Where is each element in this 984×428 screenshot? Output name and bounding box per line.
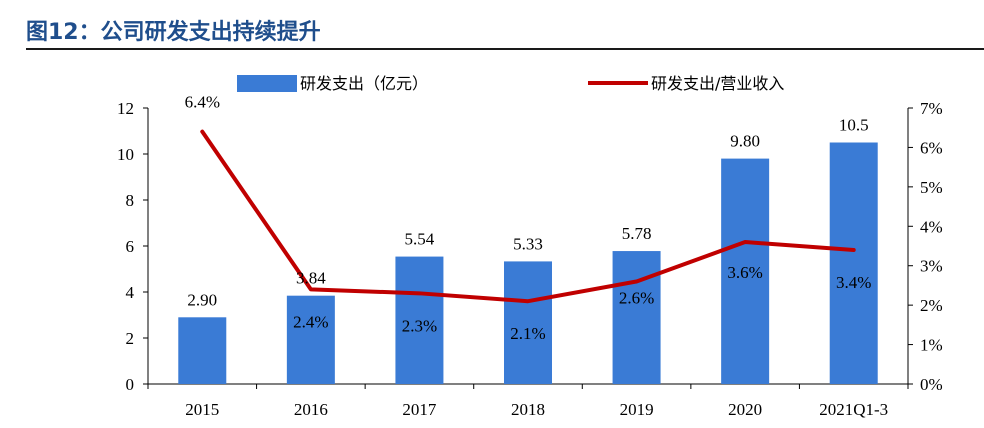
line-series: [200, 129, 856, 304]
x-tick-label: 2015: [185, 400, 219, 419]
y-right-tick-label: 5%: [920, 178, 943, 197]
bar: [178, 317, 227, 384]
bar: [612, 251, 661, 384]
ratio-value-label: 3.4%: [836, 273, 871, 292]
y-left-tick-label: 8: [126, 191, 135, 210]
ratio-value-label: 2.4%: [293, 312, 328, 331]
x-tick-label: 2016: [294, 400, 328, 419]
y-left-tick-label: 6: [126, 237, 135, 256]
x-tick-label: 2021Q1-3: [819, 400, 888, 419]
y-right-tick-label: 7%: [920, 99, 943, 118]
title-divider: [26, 48, 984, 50]
legend-label-bar: 研发支出（亿元）: [300, 74, 428, 93]
y-left-tick-label: 12: [117, 99, 134, 118]
x-tick-label: 2017: [402, 400, 437, 419]
ratio-value-label: 6.4%: [185, 93, 220, 112]
y-right-tick-label: 2%: [920, 296, 943, 315]
x-tick-label: 2018: [511, 400, 545, 419]
x-tick-label: 2019: [620, 400, 654, 419]
ratio-value-label: 2.3%: [402, 316, 437, 335]
bar: [721, 158, 770, 384]
bar: [504, 261, 552, 384]
bar-value-label: 2.90: [187, 290, 217, 309]
bar: [395, 256, 444, 384]
bar-value-label: 10.5: [839, 116, 869, 135]
legend-label-line: 研发支出/营业收入: [651, 74, 784, 93]
bar-value-label: 5.54: [405, 230, 435, 249]
ratio-value-label: 3.6%: [727, 263, 762, 282]
ratio-value-label: 2.1%: [510, 324, 545, 343]
legend-swatch-bar: [237, 75, 297, 92]
y-right-tick-label: 0%: [920, 375, 943, 394]
bar: [829, 142, 878, 384]
y-right-tick-label: 1%: [920, 336, 943, 355]
legend: 研发支出（亿元） 研发支出/营业收入: [237, 74, 784, 93]
y-right-tick-label: 6%: [920, 138, 943, 157]
bar-value-label: 5.78: [622, 224, 652, 243]
bar-value-label: 5.33: [513, 234, 543, 253]
y-right-tick-label: 3%: [920, 257, 943, 276]
y-left-tick-label: 4: [126, 283, 135, 302]
axes: 0 2 4 6 8 10 12 0% 1% 2% 3% 4% 5% 6% 7% 2015 2016 2017 201…: [117, 99, 943, 419]
y-left-tick-label: 0: [126, 375, 135, 394]
y-left-tick-label: 2: [126, 329, 135, 348]
ratio-value-label: 2.6%: [619, 288, 654, 307]
y-left-tick-label: 10: [117, 145, 134, 164]
data-labels: 2.90 3.84 5.54 5.33 5.78 9.80 10.5 6.4% 2.4% 2.3%…: [185, 93, 872, 344]
bar: [286, 295, 335, 384]
bar-value-label: 9.80: [730, 132, 760, 151]
bar-value-label: 3.84: [296, 269, 326, 288]
figure-title: 图12：公司研发支出持续提升: [26, 20, 321, 45]
bar-series: [178, 142, 878, 384]
x-tick-label: 2020: [728, 400, 762, 419]
y-right-tick-label: 4%: [920, 217, 943, 236]
